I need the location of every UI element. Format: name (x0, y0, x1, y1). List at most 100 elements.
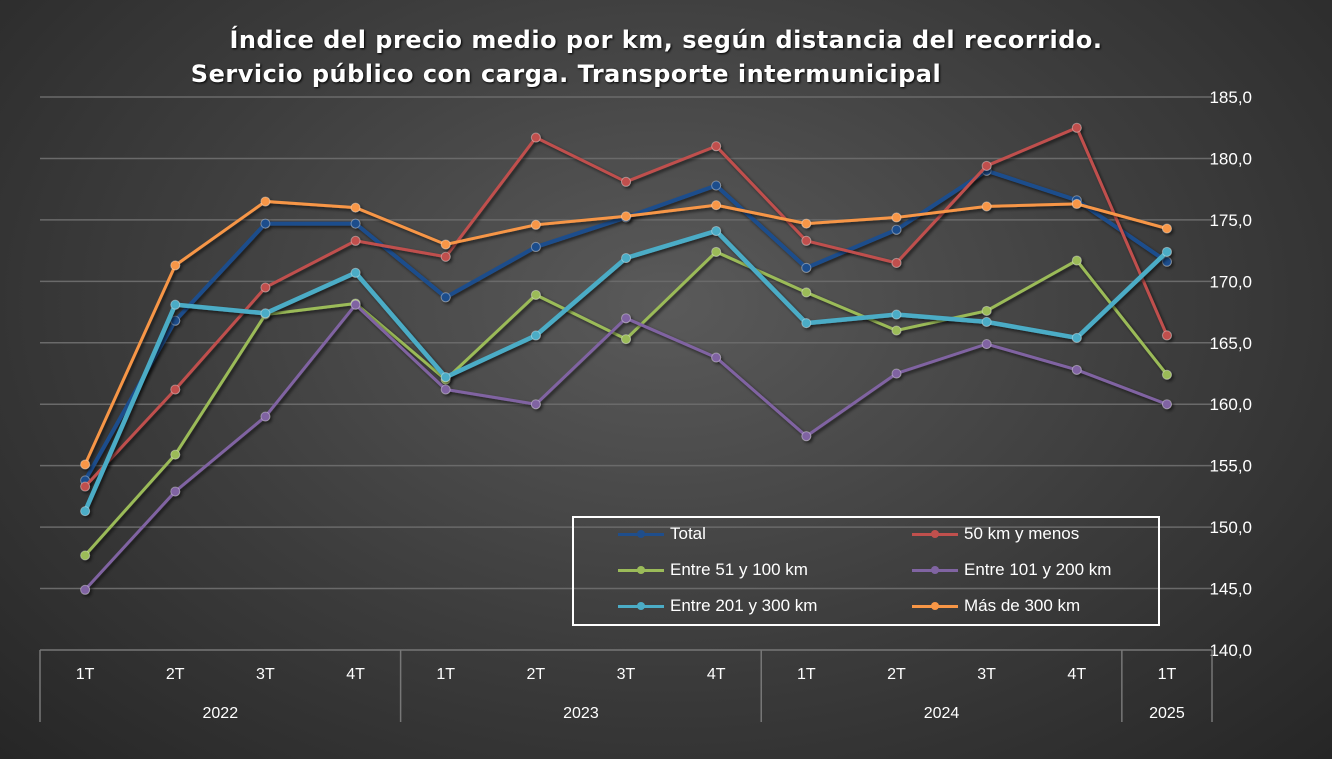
data-point (1161, 399, 1172, 410)
data-point (891, 368, 902, 379)
legend-label: Entre 201 y 300 km (670, 596, 818, 615)
legend-item: 50 km y menos (912, 524, 1079, 544)
legend-item: Entre 101 y 200 km (912, 560, 1111, 580)
data-point (260, 411, 271, 422)
y-tick-label: 160,0 (1209, 395, 1252, 414)
data-point (440, 292, 451, 303)
x-tick-label: 3T (977, 666, 996, 683)
data-point (350, 267, 361, 278)
legend-label: Entre 101 y 200 km (964, 560, 1112, 579)
y-tick-label: 150,0 (1209, 518, 1252, 537)
data-point (801, 218, 812, 229)
legend-label: Más de 300 km (964, 596, 1081, 615)
data-point (530, 330, 541, 341)
data-point (1161, 256, 1172, 267)
data-point (440, 251, 451, 262)
data-point (981, 201, 992, 212)
x-tick-label: 4T (707, 666, 726, 683)
legend-swatch (618, 565, 664, 574)
x-tick-label: 1T (76, 666, 95, 683)
data-point (260, 308, 271, 319)
data-point (981, 160, 992, 171)
data-point (440, 372, 451, 383)
x-tick-label: 1T (436, 666, 455, 683)
data-point (530, 132, 541, 143)
data-point (981, 305, 992, 316)
data-point (1161, 223, 1172, 234)
legend-swatch (912, 529, 958, 538)
chart-subtitle: Servicio público con carga. Transporte i… (190, 60, 942, 88)
data-point (530, 399, 541, 410)
legend-label: Total (670, 524, 706, 543)
legend-swatch (618, 601, 664, 610)
data-point (80, 459, 91, 470)
legend-item: Más de 300 km (912, 596, 1080, 616)
data-point (621, 334, 631, 345)
data-point (621, 211, 631, 222)
data-point (530, 241, 541, 252)
data-point (621, 252, 631, 263)
data-point (711, 141, 722, 152)
data-point (350, 235, 361, 246)
data-point (260, 196, 271, 207)
data-point (981, 339, 992, 350)
data-point (530, 289, 541, 300)
legend-swatch (912, 601, 958, 610)
data-point (891, 224, 902, 235)
data-point (621, 313, 631, 324)
data-point (891, 212, 902, 223)
data-point (1161, 246, 1172, 257)
data-point (711, 246, 722, 257)
data-point (1071, 122, 1082, 133)
data-point (170, 315, 181, 326)
data-point (891, 325, 902, 336)
x-tick-label: 1T (1158, 666, 1177, 683)
y-tick-label: 140,0 (1209, 641, 1252, 660)
data-point (350, 218, 361, 229)
y-tick-label: 165,0 (1209, 334, 1252, 353)
data-point (170, 486, 181, 497)
data-point (350, 202, 361, 213)
data-point (350, 299, 361, 310)
x-tick-label: 2T (166, 666, 185, 683)
data-point (711, 180, 722, 191)
data-point (1161, 369, 1172, 380)
x-tick-label: 3T (256, 666, 275, 683)
x-tick-label: 2T (887, 666, 906, 683)
y-tick-label: 180,0 (1209, 149, 1252, 168)
data-point (80, 550, 91, 561)
y-tick-label: 155,0 (1209, 457, 1252, 476)
year-label: 2022 (203, 705, 239, 722)
data-point (711, 352, 722, 363)
data-point (530, 219, 541, 230)
data-point (801, 235, 812, 246)
data-point (1161, 330, 1172, 341)
legend-swatch (618, 529, 664, 538)
y-tick-label: 175,0 (1209, 211, 1252, 230)
data-point (891, 309, 902, 320)
legend-label: Entre 51 y 100 km (670, 560, 808, 579)
x-tick-label: 1T (797, 666, 816, 683)
series-4 (80, 225, 1172, 517)
data-point (801, 431, 812, 442)
data-point (981, 316, 992, 327)
series-1 (80, 122, 1172, 492)
data-point (170, 449, 181, 460)
year-label: 2025 (1149, 705, 1185, 722)
data-point (1071, 255, 1082, 266)
x-tick-label: 3T (617, 666, 636, 683)
data-point (80, 584, 91, 595)
data-point (170, 384, 181, 395)
x-tick-label: 4T (1067, 666, 1086, 683)
data-point (1071, 364, 1082, 375)
data-point (260, 218, 271, 229)
year-label: 2023 (563, 705, 599, 722)
data-point (801, 262, 812, 273)
data-point (80, 506, 91, 517)
data-point (170, 299, 181, 310)
data-point (711, 225, 722, 236)
data-point (440, 239, 451, 250)
legend-item: Entre 201 y 300 km (618, 596, 817, 616)
legend-item: Entre 51 y 100 km (618, 560, 808, 580)
